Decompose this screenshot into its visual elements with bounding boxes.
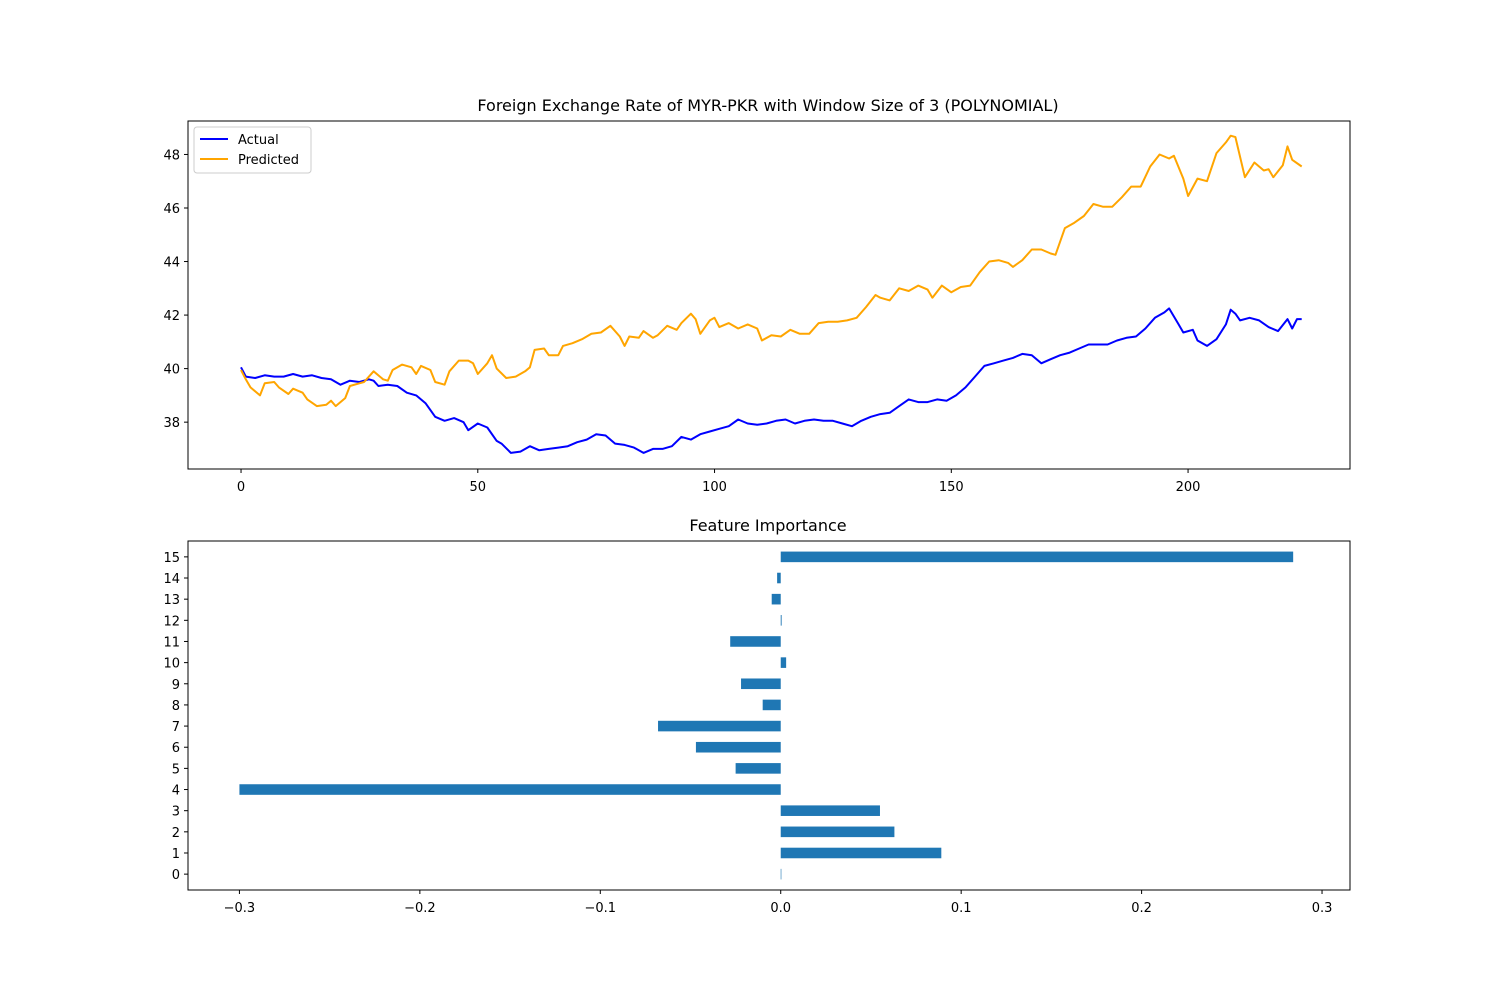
bar-feature-11 — [730, 636, 781, 647]
bar-feature-0 — [780, 868, 782, 880]
y-tick-label: 2 — [172, 826, 180, 841]
series-line-actual — [240, 307, 1302, 454]
y-tick-label: 1 — [172, 847, 180, 862]
y-tick-label: 4 — [172, 784, 180, 799]
x-tick-label: 150 — [939, 480, 964, 495]
bar-chart-plot-area — [239, 551, 1294, 880]
y-tick-label: 3 — [172, 805, 180, 820]
bar-feature-1 — [780, 847, 942, 859]
bar-feature-8 — [762, 699, 781, 711]
line-chart-legend: Actual Predicted — [193, 126, 312, 174]
legend-label-predicted: Predicted — [238, 153, 299, 168]
x-tick-label: 0 — [237, 480, 245, 495]
line-chart-plot-area — [240, 134, 1303, 454]
bar-feature-2 — [780, 826, 895, 838]
bar-feature-13 — [771, 593, 781, 605]
y-tick-label: 40 — [163, 363, 180, 378]
x-tick-label: −0.3 — [224, 901, 256, 916]
y-tick-label: 14 — [163, 572, 180, 587]
bar-feature-3 — [780, 805, 880, 816]
bar-chart-frame — [187, 540, 1351, 891]
bar-feature-14 — [777, 572, 781, 584]
bar-chart-x-axis: −0.3 −0.2 −0.1 0.0 0.1 0.2 0.3 — [224, 890, 1333, 916]
y-tick-label: 8 — [172, 699, 180, 714]
bar-feature-10 — [780, 657, 787, 668]
y-tick-label: 5 — [172, 762, 180, 777]
x-tick-label: 200 — [1176, 480, 1201, 495]
y-tick-label: 0 — [172, 868, 180, 883]
bar-feature-6 — [695, 741, 781, 753]
y-tick-label: 42 — [163, 309, 180, 324]
line-chart-title: Foreign Exchange Rate of MYR-PKR with Wi… — [477, 96, 1058, 115]
y-tick-label: 10 — [163, 657, 180, 672]
x-tick-label: 0.2 — [1131, 901, 1152, 916]
y-tick-label: 12 — [163, 614, 180, 629]
y-tick-label: 15 — [163, 551, 180, 566]
x-tick-label: −0.1 — [585, 901, 617, 916]
line-chart-frame — [187, 120, 1351, 470]
bar-feature-15 — [780, 551, 1294, 563]
x-tick-label: 50 — [470, 480, 487, 495]
y-tick-label: 44 — [163, 256, 180, 271]
x-tick-label: 0.3 — [1312, 901, 1333, 916]
x-tick-label: −0.2 — [404, 901, 436, 916]
series-line-predicted — [240, 134, 1303, 408]
bar-feature-9 — [741, 678, 781, 690]
bar-chart-title: Feature Importance — [689, 516, 846, 535]
bar-feature-4 — [239, 784, 781, 795]
y-tick-label: 38 — [163, 416, 180, 431]
x-tick-label: 0.1 — [951, 901, 972, 916]
line-chart-x-axis: 0 50 100 150 200 — [237, 469, 1201, 495]
x-tick-label: 0.0 — [770, 901, 791, 916]
exchange-rate-line-chart: Foreign Exchange Rate of MYR-PKR with Wi… — [163, 96, 1351, 495]
bar-feature-5 — [735, 763, 781, 774]
line-chart-y-axis: 38 40 42 44 46 48 — [163, 148, 188, 431]
bar-feature-7 — [658, 720, 781, 732]
y-tick-label: 9 — [172, 678, 180, 693]
y-tick-label: 46 — [163, 202, 180, 217]
legend-label-actual: Actual — [238, 133, 279, 148]
feature-importance-bar-chart: Feature Importance −0.3 −0.2 −0.1 0.0 0.1 0.2… — [163, 516, 1351, 916]
x-tick-label: 100 — [702, 480, 727, 495]
y-tick-label: 6 — [172, 741, 180, 756]
y-tick-label: 11 — [163, 635, 180, 650]
bar-feature-12 — [780, 615, 782, 626]
y-tick-label: 13 — [163, 593, 180, 608]
y-tick-label: 7 — [172, 720, 180, 735]
y-tick-label: 48 — [163, 148, 180, 163]
